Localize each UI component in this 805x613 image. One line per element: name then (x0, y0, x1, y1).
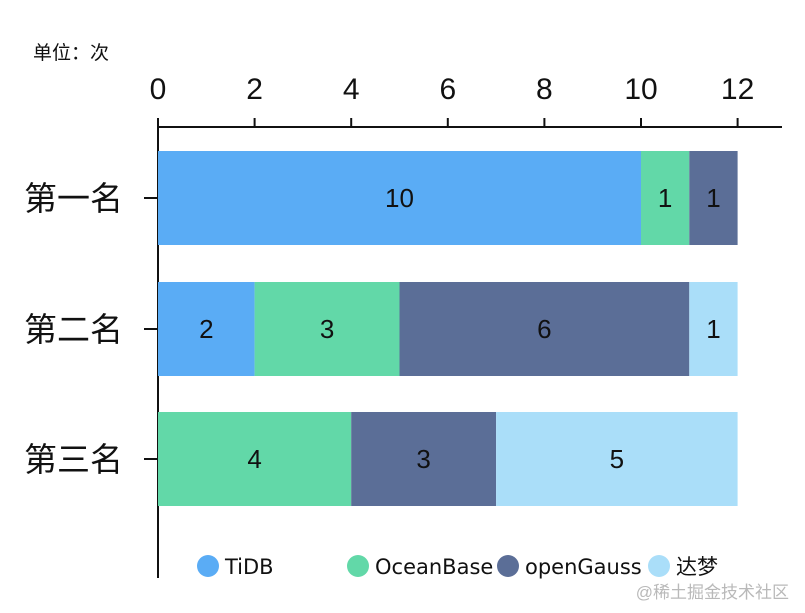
category-label: 第二名 (24, 310, 123, 349)
unit-label: 单位：次 (33, 43, 110, 64)
legend-label: 达梦 (676, 555, 718, 579)
legend-marker (648, 555, 670, 577)
bar-segment-TiDB (158, 151, 641, 245)
data-label: 10 (385, 183, 414, 213)
data-label: 1 (658, 183, 672, 213)
x-tick-label: 6 (439, 73, 456, 106)
bar-segment-openGauss (351, 412, 497, 506)
bar-segment-OceanBase (641, 151, 690, 245)
category-label: 第一名 (24, 179, 123, 218)
data-label: 3 (416, 444, 430, 474)
legend-label: OceanBase (375, 555, 493, 579)
bar-segment-TiDB (158, 282, 255, 376)
category-label: 第三名 (24, 440, 123, 479)
bar-segment-达梦 (689, 282, 738, 376)
bar-segment-OceanBase (158, 412, 352, 506)
bar-segment-OceanBase (254, 282, 400, 376)
data-label: 4 (247, 444, 261, 474)
legend-label: TiDB (224, 555, 274, 579)
x-tick-label: 0 (150, 73, 167, 106)
data-label: 2 (199, 314, 213, 344)
data-label: 3 (320, 314, 334, 344)
x-tick-label: 8 (536, 73, 553, 106)
bar-segment-达梦 (496, 412, 738, 506)
legend-marker (497, 555, 519, 577)
legend-marker (347, 555, 369, 577)
data-label: 5 (610, 444, 624, 474)
watermark: @稀土掘金技术社区 (635, 583, 789, 602)
legend-marker (197, 555, 219, 577)
data-label: 1 (706, 314, 720, 344)
bar-segment-openGauss (399, 282, 690, 376)
data-label: 1 (706, 183, 720, 213)
legend-label: openGauss (525, 555, 642, 579)
x-tick-label: 10 (624, 73, 657, 106)
data-label: 6 (537, 314, 551, 344)
bar-segment-openGauss (689, 151, 738, 245)
x-tick-label: 12 (721, 73, 754, 106)
x-tick-label: 2 (246, 73, 263, 106)
x-tick-label: 4 (343, 73, 360, 106)
